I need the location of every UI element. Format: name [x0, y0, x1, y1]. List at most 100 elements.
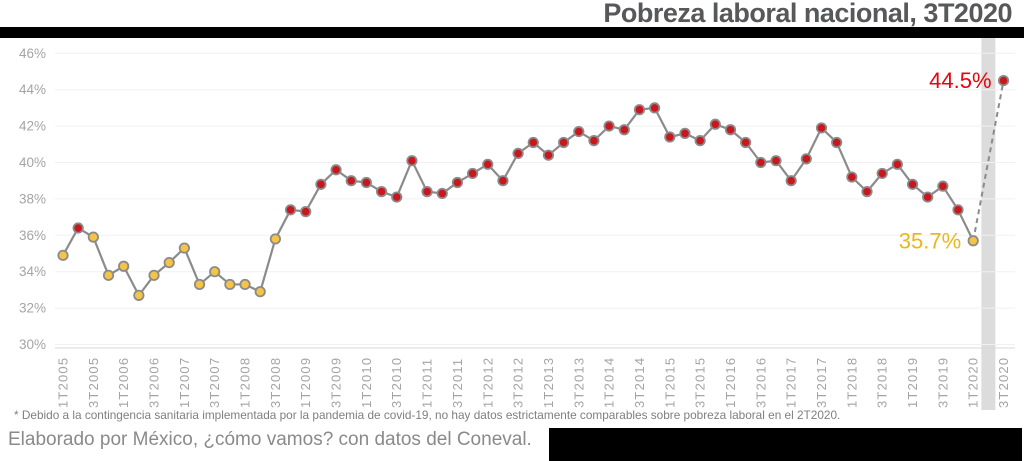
x-axis-label: 1T2016: [723, 357, 738, 408]
y-axis-label: 34%: [19, 264, 46, 279]
data-point-2T2008: [254, 286, 266, 298]
x-axis-label: 3T2010: [389, 357, 404, 408]
x-axis-label: 1T2014: [602, 357, 617, 408]
y-axis-label: 36%: [19, 228, 46, 243]
x-axis-label: 1T2007: [177, 357, 192, 408]
callout-1T2020: 35.7%: [899, 228, 961, 253]
data-point-2T2007: [193, 278, 206, 291]
y-axis-label: 32%: [19, 301, 46, 316]
gap-dashed-line: [972, 80, 1005, 241]
x-axis-label: 1T2015: [662, 357, 677, 408]
chart-title: Pobreza laboral nacional, 3T2020: [603, 0, 1012, 28]
missing-quarter-band: [981, 38, 996, 410]
data-point-2T2015: [679, 127, 691, 139]
data-point-2T2005: [72, 222, 84, 234]
data-point-3T2013: [573, 125, 585, 138]
x-axis-label: 3T2009: [329, 357, 344, 408]
callout-3T2020: 44.5%: [929, 68, 991, 93]
source-credit: Elaborado por México, ¿cómo vamos? con d…: [8, 429, 532, 450]
y-axis-label: 40%: [19, 155, 46, 170]
data-point-1T2020: [967, 235, 979, 247]
data-point-4T2008: [284, 204, 297, 216]
data-point-2T2009: [315, 178, 327, 190]
x-axis-label: 3T2020: [996, 357, 1011, 408]
x-axis-label: 1T2019: [905, 357, 920, 408]
x-axis-label: 3T2015: [693, 357, 708, 408]
footnote: * Debido a la contingencia sanitaria imp…: [14, 408, 841, 422]
data-point-1T2016: [724, 124, 737, 136]
data-point-3T2011: [451, 176, 464, 189]
data-point-2T2019: [922, 191, 934, 203]
data-point-1T2007: [178, 242, 190, 254]
data-point-1T2017: [785, 175, 797, 187]
data-point-4T2012: [527, 136, 539, 149]
data-point-4T2013: [588, 135, 600, 147]
x-axis-label: 1T2011: [420, 358, 435, 408]
data-point-1T2014: [603, 120, 615, 132]
data-point-4T2007: [224, 278, 236, 291]
data-point-3T2018: [876, 167, 888, 180]
data-point-3T2008: [269, 233, 281, 245]
data-point-3T2005: [87, 231, 99, 243]
x-axis-label: 1T2018: [844, 357, 859, 408]
data-point-3T2010: [391, 191, 403, 203]
data-point-1T2013: [542, 149, 555, 161]
x-axis-label: 1T2013: [541, 357, 556, 408]
data-point-4T2018: [891, 158, 903, 170]
data-point-2T2014: [618, 124, 630, 136]
data-point-3T2019: [937, 180, 949, 192]
data-point-1T2009: [300, 206, 312, 218]
x-axis-label: 1T2020: [966, 357, 981, 408]
data-point-3T2014: [633, 104, 646, 116]
x-axis-label: 1T2012: [480, 357, 495, 408]
data-point-3T2017: [815, 122, 828, 134]
data-point-3T2015: [694, 135, 706, 147]
data-point-2T2010: [375, 186, 388, 198]
data-point-4T2014: [649, 102, 661, 114]
data-point-1T2018: [846, 171, 858, 183]
data-point-3T2007: [209, 266, 221, 278]
x-axis-label: 1T2008: [238, 357, 253, 408]
y-axis-label: 42%: [19, 119, 46, 134]
x-axis-label: 3T2019: [935, 357, 950, 408]
data-point-1T2006: [118, 260, 130, 272]
data-point-2T2018: [861, 186, 873, 198]
data-point-4T2011: [466, 167, 479, 180]
data-point-1T2012: [482, 158, 494, 170]
data-point-4T2015: [709, 118, 721, 130]
data-point-1T2008: [239, 278, 251, 291]
data-point-2T2017: [800, 153, 812, 165]
x-axis-label: 3T2007: [207, 357, 222, 408]
divider-bar: [0, 27, 1024, 38]
data-point-1T2019: [906, 178, 919, 190]
y-axis-label: 38%: [19, 191, 46, 206]
y-axis-label: 30%: [19, 337, 46, 352]
logo-box: [549, 428, 1022, 461]
data-point-2T2016: [740, 136, 752, 149]
x-axis-label: 3T2018: [875, 357, 890, 408]
x-axis-label: 1T2005: [56, 357, 71, 408]
data-point-2T2013: [558, 136, 570, 149]
x-axis-label: 3T2008: [268, 357, 283, 408]
x-axis-label: 1T2006: [116, 357, 131, 408]
data-point-4T2006: [163, 256, 175, 269]
x-axis-label: 1T2009: [298, 357, 313, 408]
data-point-4T2017: [831, 136, 843, 149]
data-point-3T2020: [997, 75, 1010, 87]
data-point-2T2006: [133, 289, 145, 301]
series-line: [62, 106, 975, 297]
x-axis-label: 3T2017: [814, 357, 829, 408]
x-axis-label: 3T2013: [571, 357, 586, 408]
data-point-1T2015: [664, 131, 676, 143]
x-axis-label: 3T2016: [753, 357, 768, 408]
data-point-3T2006: [148, 269, 160, 281]
x-axis-label: 3T2005: [86, 357, 101, 408]
x-axis-label: 3T2014: [632, 357, 647, 408]
data-point-1T2010: [360, 176, 372, 189]
x-axis-label: 3T2012: [511, 357, 526, 408]
y-axis-label: 46%: [19, 46, 46, 61]
data-point-4T2019: [952, 204, 964, 216]
data-point-4T2010: [406, 155, 418, 167]
data-point-3T2012: [512, 147, 524, 159]
